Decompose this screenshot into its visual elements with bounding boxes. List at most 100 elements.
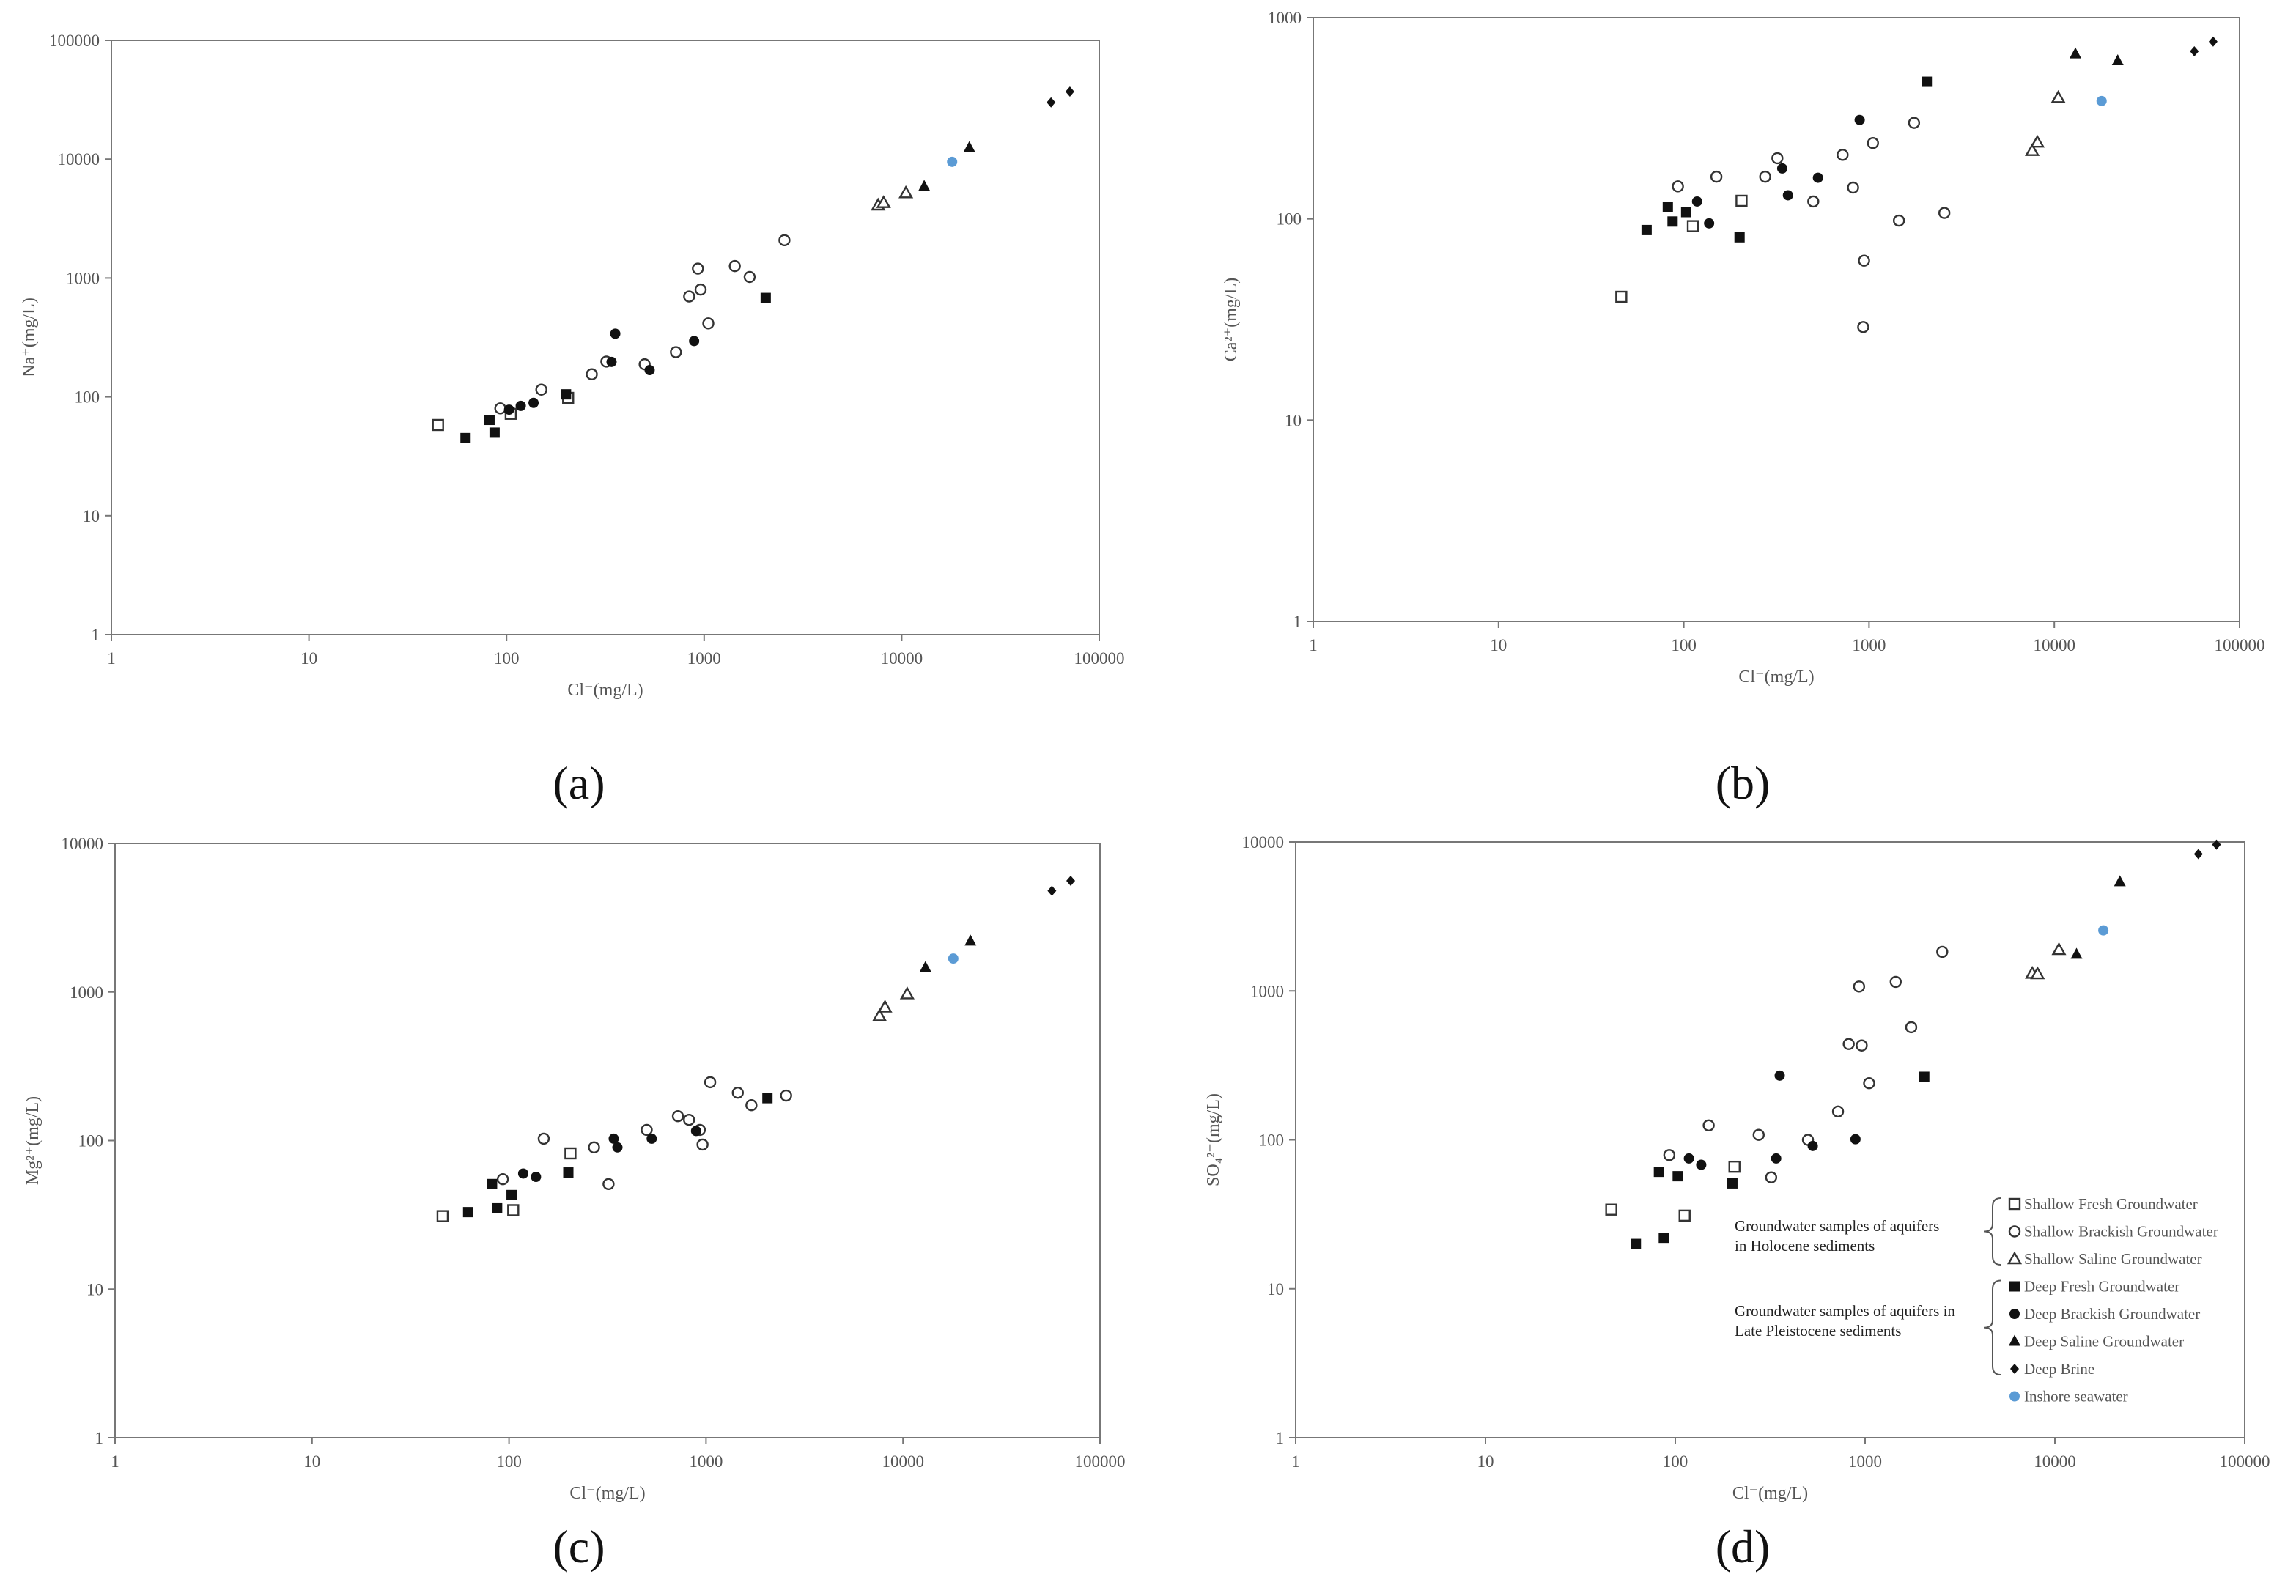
- data-point: [503, 404, 514, 415]
- data-point: [608, 1133, 619, 1144]
- data-point: [743, 270, 756, 284]
- data-point: [898, 185, 914, 199]
- data-point: [964, 934, 977, 946]
- data-point: [689, 336, 700, 347]
- data-point: [2030, 966, 2045, 980]
- x-tick-label: 100000: [1074, 649, 1125, 668]
- legend-entry-label: Shallow Fresh Groundwater: [2024, 1195, 2198, 1213]
- data-point: [1704, 218, 1715, 229]
- series-sf: [1605, 1160, 1741, 1222]
- y-tick-label: 100: [1259, 1131, 1285, 1150]
- y-axis-label: Na⁺(mg/L): [20, 298, 39, 377]
- x-axis-label: Cl⁻(mg/L): [1732, 1484, 1808, 1503]
- data-point: [1641, 224, 1652, 235]
- data-point: [1812, 172, 1823, 183]
- data-point: [1857, 321, 1869, 333]
- data-point: [489, 427, 500, 438]
- data-point: [1853, 980, 1866, 993]
- x-tick-label: 10: [303, 1452, 320, 1471]
- y-tick-label: 10000: [62, 835, 104, 853]
- data-point: [646, 1133, 657, 1144]
- data-point: [487, 1178, 498, 1189]
- data-point: [610, 328, 621, 339]
- data-point: [1782, 190, 1793, 201]
- y-tick-label: 100: [1277, 210, 1302, 229]
- data-point: [1734, 232, 1745, 243]
- y-tick-label: 1000: [70, 983, 103, 1002]
- data-point: [1710, 170, 1723, 183]
- plot-frame: [1313, 17, 2240, 622]
- panel-label: (d): [1716, 1521, 1771, 1573]
- data-point: [1672, 1171, 1683, 1182]
- series-dbr: [1047, 86, 1074, 108]
- data-point: [1658, 1233, 1669, 1244]
- legend: Shallow Fresh Groundwater Shallow Brackis…: [1735, 1195, 2218, 1405]
- data-point: [1905, 1021, 1918, 1034]
- data-point: [535, 383, 547, 396]
- x-tick-label: 1000: [689, 1452, 723, 1471]
- data-point: [1936, 945, 1949, 958]
- series-sw: [948, 953, 959, 964]
- data-point: [963, 141, 975, 152]
- y-tick-label: 1: [92, 626, 100, 644]
- data-point: [1066, 876, 1076, 887]
- data-point: [1759, 170, 1771, 183]
- x-tick-label: 10000: [2034, 1452, 2076, 1471]
- series-db: [503, 328, 700, 415]
- data-point: [1854, 114, 1865, 125]
- data-point: [1735, 194, 1748, 207]
- data-point: [683, 290, 695, 303]
- legend-group-label: in Holocene sediments: [1735, 1237, 1875, 1255]
- x-axis-label: Cl⁻(mg/L): [569, 1484, 645, 1503]
- data-point: [1683, 1153, 1694, 1164]
- x-tick-label: 100: [1663, 1452, 1688, 1471]
- panel-label: (a): [553, 757, 605, 809]
- data-point: [2050, 89, 2066, 103]
- y-tick-label: 1000: [1268, 9, 1302, 27]
- series-sb: [1663, 945, 1949, 1183]
- legend-group-label: Groundwater samples of aquifers in: [1735, 1302, 1955, 1320]
- data-point: [1776, 163, 1787, 174]
- x-tick-label: 100000: [2215, 636, 2265, 654]
- data-point: [561, 389, 572, 400]
- series-ss: [871, 185, 914, 211]
- data-point: [644, 365, 655, 376]
- y-tick-label: 1: [1293, 613, 1302, 631]
- data-point: [1728, 1160, 1741, 1173]
- legend-group-label: Late Pleistocene sediments: [1735, 1322, 1901, 1340]
- series-sf: [436, 1147, 577, 1222]
- data-point: [877, 1000, 893, 1013]
- series-df: [1631, 1071, 1930, 1249]
- series-df: [1641, 76, 1933, 243]
- data-point: [683, 1113, 695, 1126]
- x-tick-label: 100: [496, 1452, 522, 1471]
- data-point: [947, 156, 958, 167]
- data-point: [436, 1210, 449, 1222]
- x-tick-label: 10000: [2033, 636, 2075, 654]
- plot-frame: [111, 40, 1100, 635]
- data-point: [918, 180, 931, 191]
- series-sb: [1672, 117, 1951, 333]
- x-tick-label: 1: [1291, 1452, 1300, 1471]
- legend-marker: [2008, 1225, 2021, 1238]
- y-tick-label: 100: [78, 1132, 104, 1150]
- data-point: [2114, 875, 2126, 887]
- data-point: [432, 418, 444, 432]
- y-axis-label: SO₄²⁻(mg/L): [1204, 1093, 1223, 1186]
- x-tick-label: 1000: [687, 649, 721, 668]
- data-point: [1752, 1128, 1765, 1141]
- x-axis-label: Cl⁻(mg/L): [1738, 668, 1814, 687]
- data-point: [2190, 46, 2199, 57]
- data-point: [1065, 86, 1074, 97]
- data-point: [731, 1086, 744, 1099]
- series-sb: [494, 234, 791, 415]
- data-point: [1047, 97, 1056, 108]
- data-point: [492, 1202, 503, 1213]
- data-point: [2025, 143, 2040, 156]
- data-point: [602, 1178, 615, 1190]
- x-tick-label: 10: [300, 649, 317, 668]
- data-point: [692, 262, 704, 275]
- data-point: [515, 400, 526, 411]
- data-point: [1727, 1178, 1738, 1189]
